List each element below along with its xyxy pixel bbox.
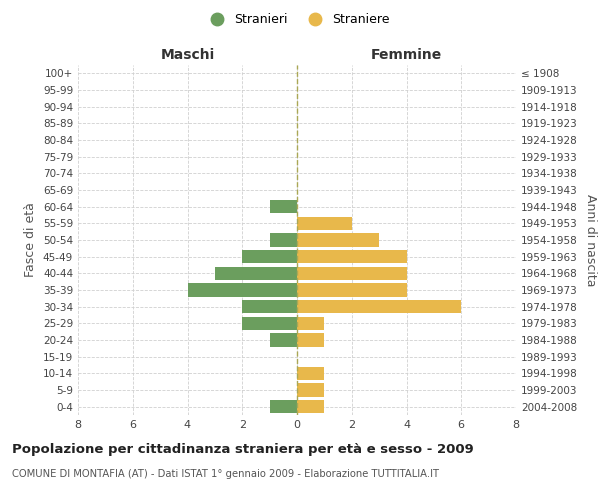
Bar — [297, 400, 325, 413]
Legend: Stranieri, Straniere: Stranieri, Straniere — [199, 8, 395, 31]
Bar — [297, 266, 407, 280]
Bar — [297, 316, 325, 330]
Bar — [297, 366, 325, 380]
Bar — [188, 284, 297, 296]
Bar — [297, 300, 461, 314]
Bar — [242, 316, 297, 330]
Text: Maschi: Maschi — [160, 48, 215, 62]
Bar — [297, 284, 407, 296]
Text: COMUNE DI MONTAFIA (AT) - Dati ISTAT 1° gennaio 2009 - Elaborazione TUTTITALIA.I: COMUNE DI MONTAFIA (AT) - Dati ISTAT 1° … — [12, 469, 439, 479]
Bar — [269, 200, 297, 213]
Bar — [242, 250, 297, 264]
Bar — [269, 334, 297, 346]
Bar — [297, 250, 407, 264]
Bar — [297, 334, 325, 346]
Y-axis label: Anni di nascita: Anni di nascita — [584, 194, 597, 286]
Bar — [215, 266, 297, 280]
Bar — [297, 384, 325, 396]
Bar — [297, 234, 379, 246]
Y-axis label: Fasce di età: Fasce di età — [25, 202, 37, 278]
Bar — [269, 234, 297, 246]
Bar — [297, 216, 352, 230]
Text: Popolazione per cittadinanza straniera per età e sesso - 2009: Popolazione per cittadinanza straniera p… — [12, 442, 474, 456]
Text: Femmine: Femmine — [371, 48, 442, 62]
Bar — [242, 300, 297, 314]
Bar — [269, 400, 297, 413]
